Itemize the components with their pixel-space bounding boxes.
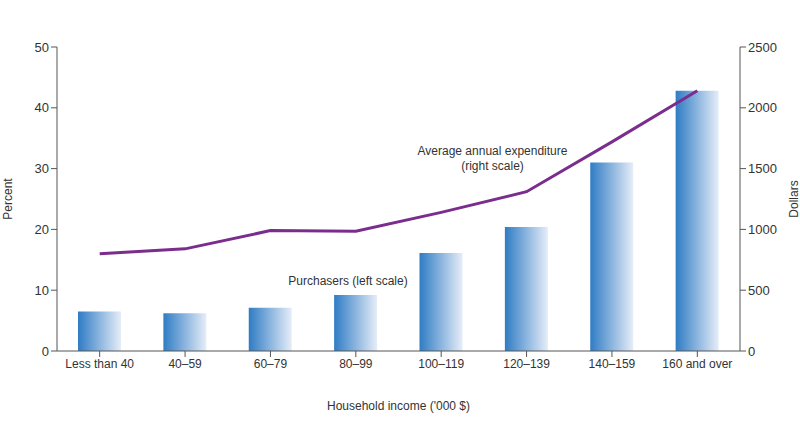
svg-text:0: 0 (748, 344, 755, 359)
svg-text:140–159: 140–159 (589, 357, 636, 371)
svg-text:Less than 40: Less than 40 (65, 357, 134, 371)
svg-text:20: 20 (35, 222, 49, 237)
svg-text:1500: 1500 (748, 161, 777, 176)
svg-text:1000: 1000 (748, 222, 777, 237)
svg-text:60–79: 60–79 (254, 357, 288, 371)
svg-text:Household income ('000 $): Household income ('000 $) (327, 399, 470, 413)
svg-text:2500: 2500 (748, 40, 777, 55)
svg-text:2000: 2000 (748, 100, 777, 115)
html-text:Purchasers (left scale): Purchasers (left scale) (288, 274, 408, 288)
svg-text:500: 500 (748, 283, 770, 298)
svg-text:Dollars: Dollars (787, 180, 792, 217)
svg-text:50: 50 (35, 40, 49, 55)
svg-text:40–59: 40–59 (168, 357, 202, 371)
svg-text:Percent: Percent (8, 178, 15, 220)
svg-text:40: 40 (35, 100, 49, 115)
svg-text:120–139: 120–139 (503, 357, 550, 371)
svg-text:80–99: 80–99 (339, 357, 373, 371)
svg-text:0: 0 (42, 344, 49, 359)
html-text:Average annual expenditure (ri: Average annual expenditure (right scale) (417, 144, 568, 173)
svg-text:30: 30 (35, 161, 49, 176)
svg-text:160 and over: 160 and over (662, 357, 732, 371)
svg-text:100–119: 100–119 (418, 357, 464, 371)
svg-text:10: 10 (35, 283, 49, 298)
